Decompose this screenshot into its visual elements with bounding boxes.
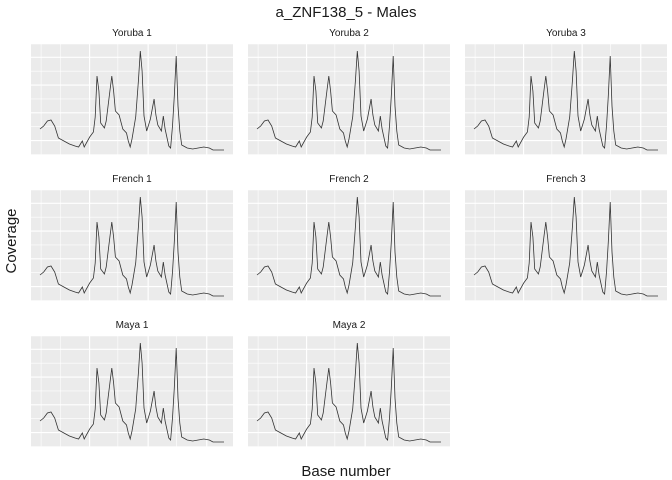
facet-panel: French 1 <box>31 174 233 301</box>
panel-background <box>31 336 233 447</box>
panel-background <box>31 44 233 155</box>
x-axis-title: Base number <box>301 463 390 480</box>
coverage-line <box>256 342 441 443</box>
panel-background <box>248 44 450 155</box>
facet-panel: Maya 2 <box>248 320 450 447</box>
coverage-line <box>39 196 224 297</box>
facet-label: French 1 <box>112 174 152 185</box>
panel-background <box>248 336 450 447</box>
panel-background <box>465 44 667 155</box>
coverage-line <box>473 50 658 151</box>
facet-panel: Yoruba 2 <box>248 28 450 155</box>
facet-panel: French 3 <box>465 174 667 301</box>
facet-label: Maya 1 <box>116 320 149 331</box>
chart-title: a_ZNF138_5 - Males <box>276 4 417 21</box>
facet-label: French 2 <box>329 174 369 185</box>
coverage-line <box>473 196 658 297</box>
facet-label: Yoruba 3 <box>546 28 586 39</box>
panel-background <box>465 190 667 301</box>
facet-panel: French 2 <box>248 174 450 301</box>
panel-background <box>31 190 233 301</box>
panel-background <box>248 190 450 301</box>
coverage-line <box>256 196 441 297</box>
facet-panel: Yoruba 3 <box>465 28 667 155</box>
facet-label: Yoruba 1 <box>112 28 152 39</box>
facet-label: French 3 <box>546 174 586 185</box>
coverage-line <box>39 342 224 443</box>
coverage-line <box>39 50 224 151</box>
facet-panels: Yoruba 1 Yoruba 2 Yoruba 3 French 1 French 2… <box>31 28 667 447</box>
y-axis-title: Coverage <box>3 208 20 273</box>
facet-panel: Maya 1 <box>31 320 233 447</box>
facet-label: Maya 2 <box>333 320 366 331</box>
facet-label: Yoruba 2 <box>329 28 369 39</box>
facet-panel: Yoruba 1 <box>31 28 233 155</box>
coverage-line <box>256 50 441 151</box>
